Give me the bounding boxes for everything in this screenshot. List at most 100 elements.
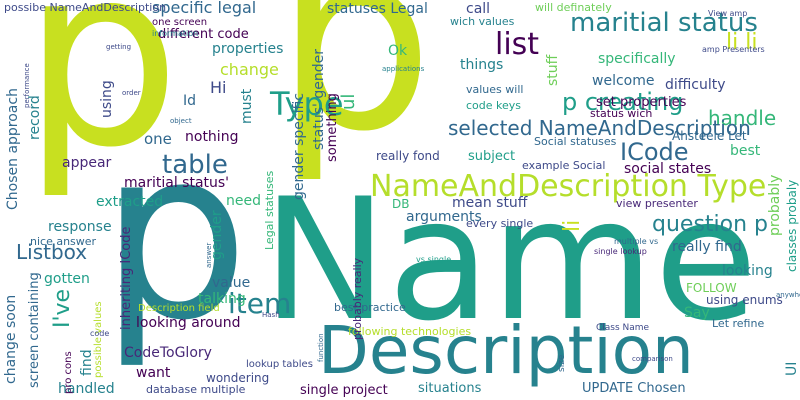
word: probably bbox=[767, 174, 783, 236]
word: wich values bbox=[450, 15, 515, 28]
word: appear bbox=[62, 155, 112, 171]
word: things bbox=[460, 57, 504, 73]
word: lookup tables bbox=[246, 359, 313, 370]
word: statuses Legal bbox=[327, 1, 428, 17]
word: will definately bbox=[535, 1, 612, 14]
word: comparison bbox=[632, 355, 673, 363]
word: want bbox=[136, 365, 171, 381]
word: amp Presenters bbox=[702, 45, 765, 54]
word: maritial status bbox=[570, 8, 758, 38]
word: stuff bbox=[545, 54, 561, 86]
word: anywhere bbox=[776, 291, 800, 299]
word: change bbox=[220, 60, 279, 79]
word: inheriting ICode bbox=[119, 226, 134, 331]
word: table bbox=[162, 150, 228, 180]
word: selected NameAndDescription bbox=[448, 116, 751, 140]
word: Ok bbox=[388, 43, 408, 59]
word: every single bbox=[466, 217, 534, 230]
word: Id bbox=[183, 93, 197, 109]
word: single project bbox=[300, 383, 388, 398]
word: Listbox bbox=[16, 240, 88, 264]
word: status' gender bbox=[311, 49, 327, 150]
word: getting bbox=[106, 43, 132, 51]
word: ul bbox=[338, 93, 359, 110]
word: li li bbox=[726, 30, 758, 55]
word: Description field bbox=[138, 303, 220, 314]
word: specific legal bbox=[152, 0, 257, 17]
word: handled bbox=[58, 381, 115, 397]
word: talking bbox=[198, 291, 246, 307]
word: extracted bbox=[96, 194, 164, 210]
word: example Social bbox=[522, 159, 606, 172]
word: li bbox=[560, 219, 585, 232]
word: vs single bbox=[416, 255, 452, 264]
word: question p bbox=[652, 212, 769, 237]
word: pro cons bbox=[63, 351, 74, 394]
word: Legal statuses bbox=[263, 170, 276, 250]
word: different code bbox=[158, 27, 249, 42]
word: looking around bbox=[136, 315, 241, 331]
word: using bbox=[99, 80, 115, 118]
word: list bbox=[495, 27, 540, 62]
word: status wich bbox=[590, 107, 653, 120]
word: really fond bbox=[376, 149, 440, 163]
word: difficulty bbox=[665, 77, 726, 93]
word: gotten bbox=[44, 271, 90, 287]
word: mean stuff bbox=[452, 195, 528, 211]
word: applications bbox=[382, 65, 425, 73]
word: Class Name bbox=[596, 323, 650, 333]
word: looking bbox=[722, 263, 773, 279]
word: classes probaly bbox=[785, 179, 799, 272]
word: nothing bbox=[185, 129, 239, 145]
word: set properties bbox=[596, 95, 687, 110]
word: Hi bbox=[210, 78, 227, 97]
word: database multiple bbox=[146, 383, 246, 396]
word: code bbox=[90, 329, 110, 338]
word: handle bbox=[708, 106, 777, 130]
word: multiple vs bbox=[614, 237, 659, 246]
word: best practice bbox=[334, 301, 406, 314]
word: FOLLOW bbox=[686, 281, 737, 295]
word: CodeToGlory bbox=[124, 345, 212, 361]
word: value bbox=[212, 275, 251, 291]
word: item bbox=[228, 287, 292, 320]
word: one bbox=[144, 130, 172, 148]
word: code keys bbox=[466, 99, 522, 112]
word: find bbox=[79, 349, 95, 376]
word: gender specific bbox=[291, 93, 307, 200]
word: really find bbox=[672, 239, 742, 255]
word: arguments bbox=[406, 209, 482, 225]
word: p creating bbox=[562, 88, 684, 116]
word: I've bbox=[50, 288, 75, 328]
word: wondering bbox=[206, 371, 270, 385]
word: answer bbox=[205, 242, 213, 268]
word: using enums bbox=[706, 293, 783, 307]
word: subject bbox=[468, 149, 516, 164]
word: specifically bbox=[598, 51, 676, 67]
word: Name bbox=[262, 162, 758, 358]
word: properties bbox=[212, 41, 284, 57]
word: maritial status' bbox=[124, 175, 230, 191]
word: view presenter bbox=[616, 197, 698, 210]
word: UPDATE Chosen bbox=[582, 381, 686, 396]
word: p bbox=[275, 0, 434, 186]
word: Type bbox=[270, 85, 344, 123]
word: p bbox=[22, 0, 181, 202]
word: situations bbox=[418, 381, 482, 396]
word: View amp bbox=[708, 9, 748, 18]
word: Description bbox=[318, 312, 694, 389]
word: response bbox=[48, 219, 112, 235]
word: DB bbox=[392, 197, 410, 211]
word: NameAndDescription Type bbox=[370, 169, 767, 204]
word: Hash bbox=[262, 311, 280, 319]
word: object bbox=[170, 117, 192, 125]
word: possible values bbox=[93, 301, 104, 378]
word: need bbox=[226, 193, 261, 209]
word: Ahsteele Let bbox=[672, 129, 747, 143]
word: possibe NameAndDescription bbox=[4, 1, 167, 14]
word: values will bbox=[466, 83, 524, 96]
word: screen containing bbox=[27, 272, 42, 388]
word: best bbox=[730, 143, 761, 159]
word: social states bbox=[624, 161, 712, 177]
